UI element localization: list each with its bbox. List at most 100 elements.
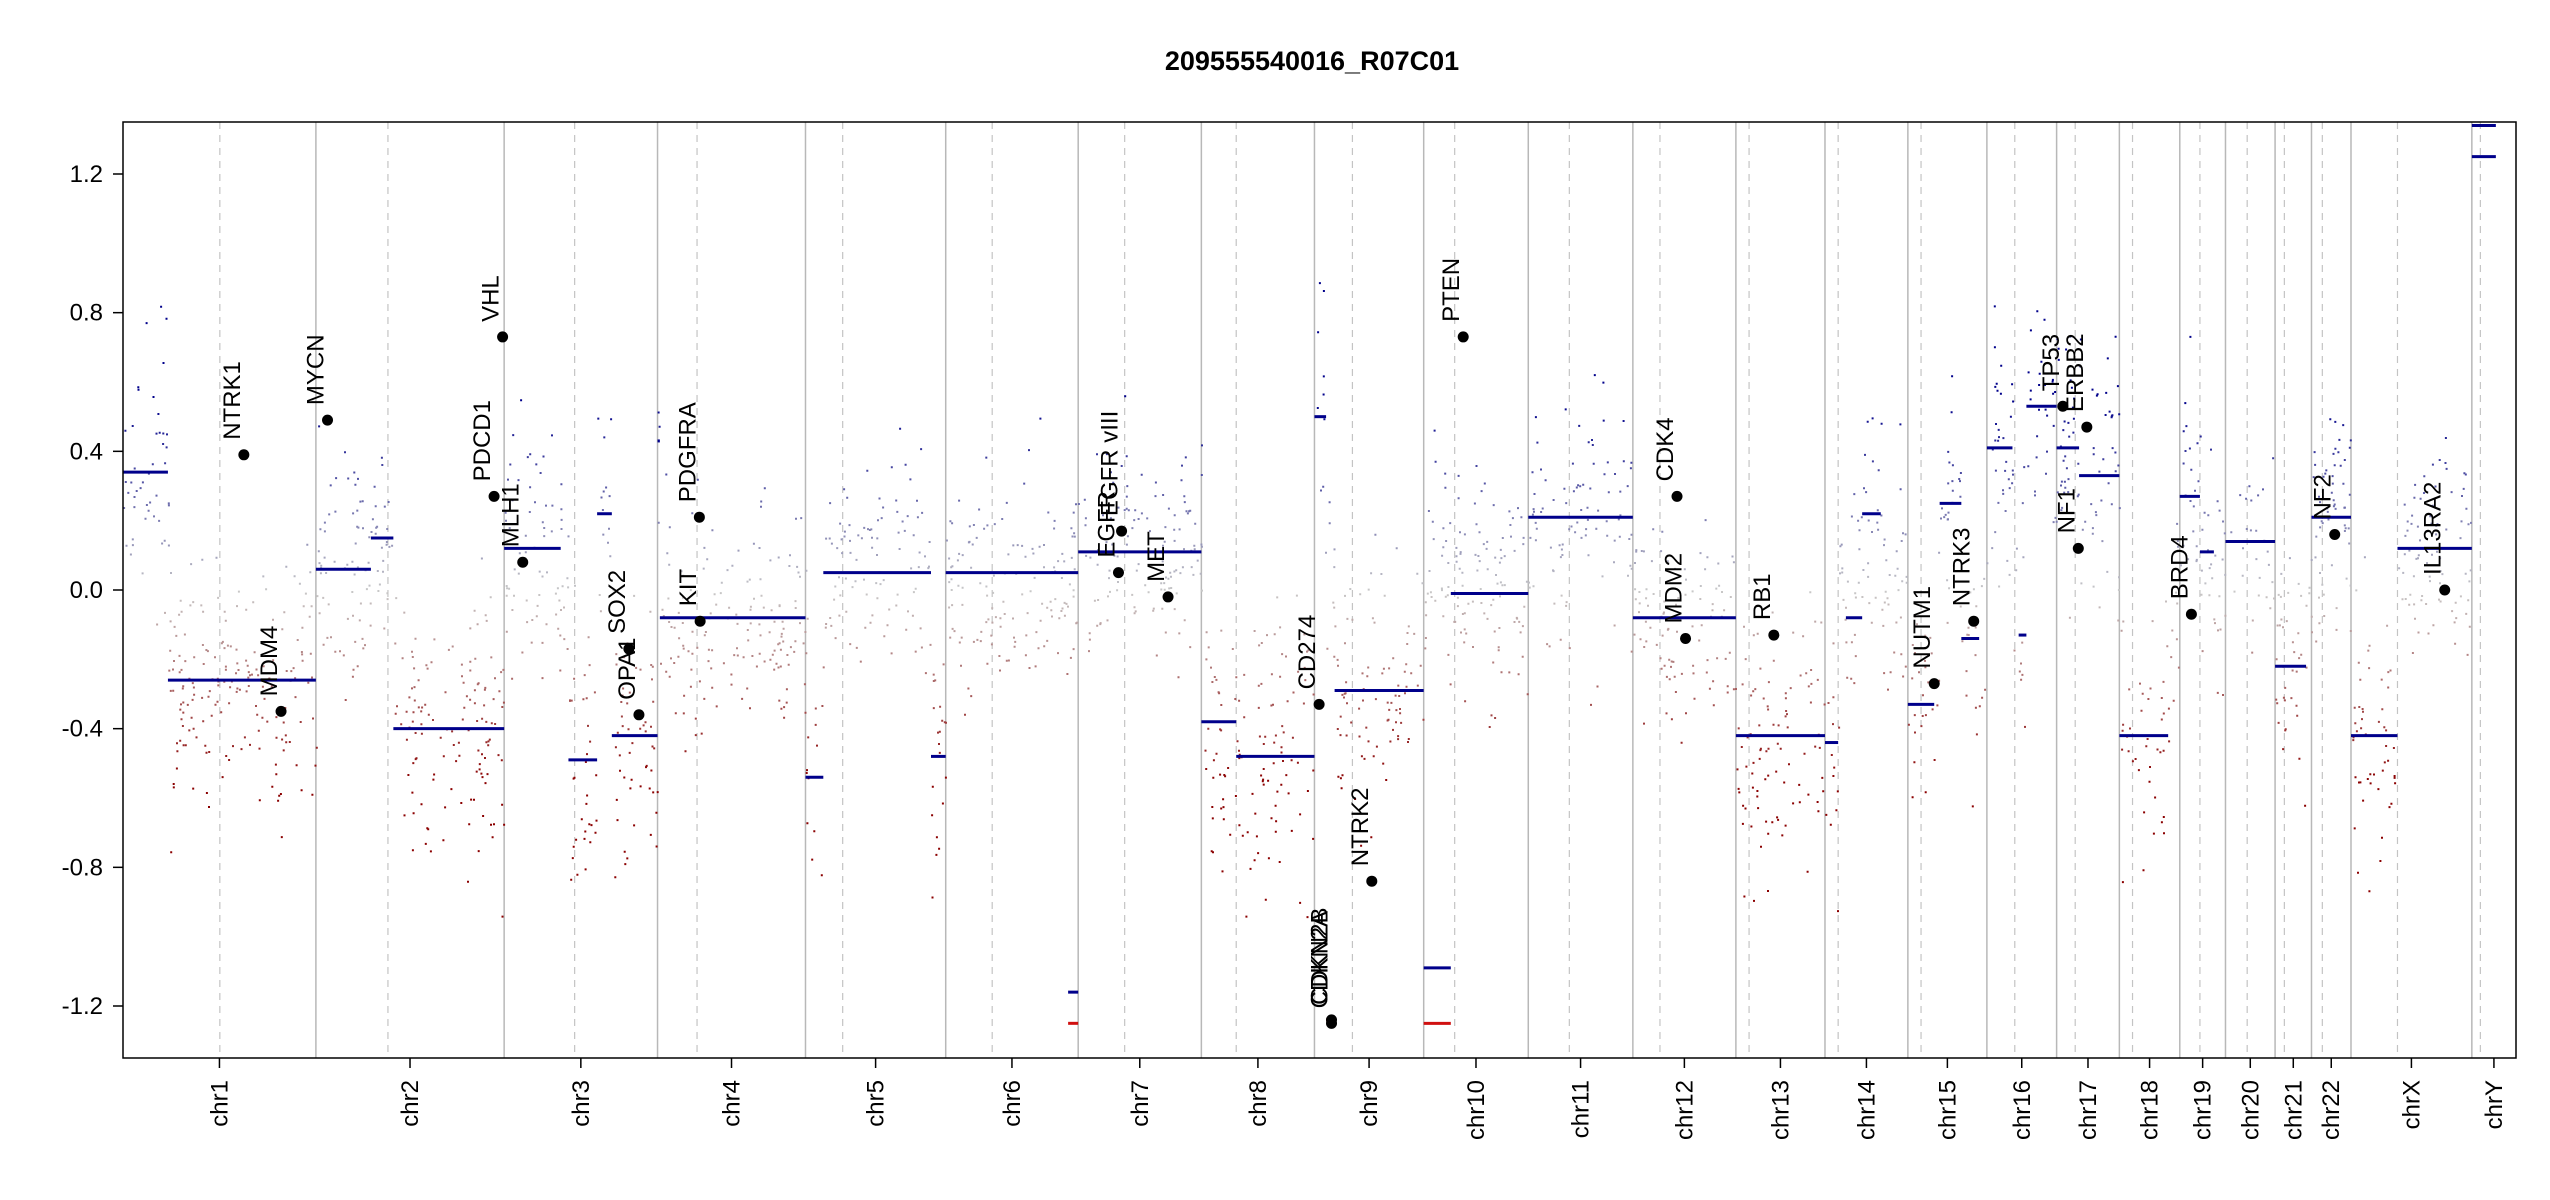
probe-point-group <box>193 655 2173 659</box>
probe-point-group <box>295 764 648 767</box>
probe-point-group <box>1088 631 2300 635</box>
probe-point-group <box>420 710 423 713</box>
probe-point-group <box>192 686 2390 689</box>
probe-point-group <box>246 664 1695 667</box>
x-tick-label: chr5 <box>863 1080 890 1127</box>
gene-label: MYCN <box>303 334 330 405</box>
probe-point-group <box>225 754 1375 758</box>
probe-point-group <box>249 743 1265 746</box>
gene-point <box>1768 629 1780 641</box>
probe-point-group <box>645 766 2151 769</box>
x-tick-label: chr7 <box>1127 1080 1154 1127</box>
probe-point-group <box>137 282 2192 402</box>
probe-point-group <box>263 697 2150 701</box>
probe-point-group <box>1622 460 1625 463</box>
gene-point <box>1116 525 1128 537</box>
probe-point-group <box>897 531 900 534</box>
probe-point-group <box>607 541 609 544</box>
probe-point-group <box>284 706 1977 710</box>
probe-point-group <box>131 424 2188 428</box>
probe-point-group <box>179 739 182 742</box>
probe-points <box>123 282 2472 919</box>
probe-point-group <box>323 529 2409 533</box>
gene-label: ERBB2 <box>2062 333 2089 412</box>
probe-point-group <box>882 579 1949 582</box>
probe-point-group <box>461 674 1802 678</box>
probe-point-group <box>2009 415 2012 418</box>
probe-point-group <box>357 526 2350 530</box>
probe-point-group <box>2024 725 2026 728</box>
probe-point-group <box>600 496 2416 499</box>
probe-point-group <box>506 586 2311 590</box>
probe-point-group <box>1083 498 1086 501</box>
probe-point-group <box>805 772 1754 775</box>
probe-point-group <box>352 512 1189 515</box>
probe-point-group <box>2012 400 2015 403</box>
probe-point-group <box>794 600 2442 603</box>
gene-point <box>1680 633 1692 645</box>
probe-point-group <box>2046 450 2048 453</box>
probe-point-group <box>1992 446 2351 450</box>
probe-point-group <box>2434 485 2437 488</box>
probe-point-group <box>180 610 1641 614</box>
gene-point <box>275 705 287 717</box>
x-tick-label: chr8 <box>1245 1080 1272 1127</box>
probe-point-group <box>188 677 1914 681</box>
probe-point-group <box>288 740 2171 743</box>
gene-point <box>2057 400 2069 412</box>
gene-label: CDKN2B <box>1307 908 1334 1005</box>
probe-point-group <box>2036 435 2039 438</box>
probe-point-group <box>1880 422 1883 425</box>
probe-point-group <box>1745 765 1748 768</box>
y-axis: -1.2 -0.8 -0.4 0.0 0.4 0.8 1.2 <box>62 161 123 1020</box>
probe-point-group <box>401 657 1747 661</box>
probe-point-group <box>542 455 2067 458</box>
probe-point-group <box>670 626 2284 629</box>
probe-point-group <box>292 666 2371 670</box>
probe-point-group <box>235 671 1886 675</box>
probe-point-group <box>333 560 1458 563</box>
probe-point-group <box>238 688 1987 692</box>
probe-point-group <box>220 642 2457 645</box>
chart-title: 209555540016_R07C01 <box>1165 46 1459 76</box>
probe-point-group <box>141 572 1419 575</box>
probe-point-group <box>1028 448 2212 452</box>
probe-point-group <box>258 746 2395 750</box>
probe-point-group <box>169 649 2204 653</box>
probe-point-group <box>1177 676 1216 679</box>
probe-point-group <box>374 504 2434 508</box>
probe-point-group <box>175 634 1927 638</box>
probe-point-group <box>181 686 2287 690</box>
gene-label: TP53 <box>2038 334 2065 391</box>
probe-point-group <box>1614 473 1616 475</box>
gene-label: CDK4 <box>1652 417 1679 481</box>
gene-label: SOX2 <box>604 570 631 634</box>
probe-point-group <box>480 772 483 775</box>
probe-point-group <box>1024 654 1977 657</box>
gene-point <box>2081 421 2093 433</box>
probe-point-group <box>1326 647 1329 650</box>
probe-point-group <box>414 731 940 734</box>
gene-label: VHL <box>478 275 505 322</box>
gene-label: NTRK1 <box>219 361 246 440</box>
probe-point-group <box>329 483 2417 487</box>
probe-point-group <box>1564 408 2047 411</box>
probe-point-group <box>318 562 2428 565</box>
probe-point-group <box>584 761 587 763</box>
probe-point-group <box>217 684 1936 687</box>
probe-point-group <box>400 723 2125 726</box>
probe-point-group <box>1951 480 2200 483</box>
plot-frame <box>122 121 2517 1059</box>
probe-point-group <box>1833 766 1836 769</box>
gene-label: PDCD1 <box>469 400 496 481</box>
probe-point-group <box>182 685 1810 688</box>
probe-point-group <box>748 578 1687 581</box>
probe-point-group <box>192 601 2457 604</box>
probe-point-group <box>1388 708 1398 712</box>
probe-point-group <box>133 505 2346 509</box>
probe-point-group <box>618 754 621 757</box>
probe-point-group <box>800 516 2057 520</box>
probe-point-group <box>281 738 2355 742</box>
probe-point-group <box>147 509 2221 513</box>
